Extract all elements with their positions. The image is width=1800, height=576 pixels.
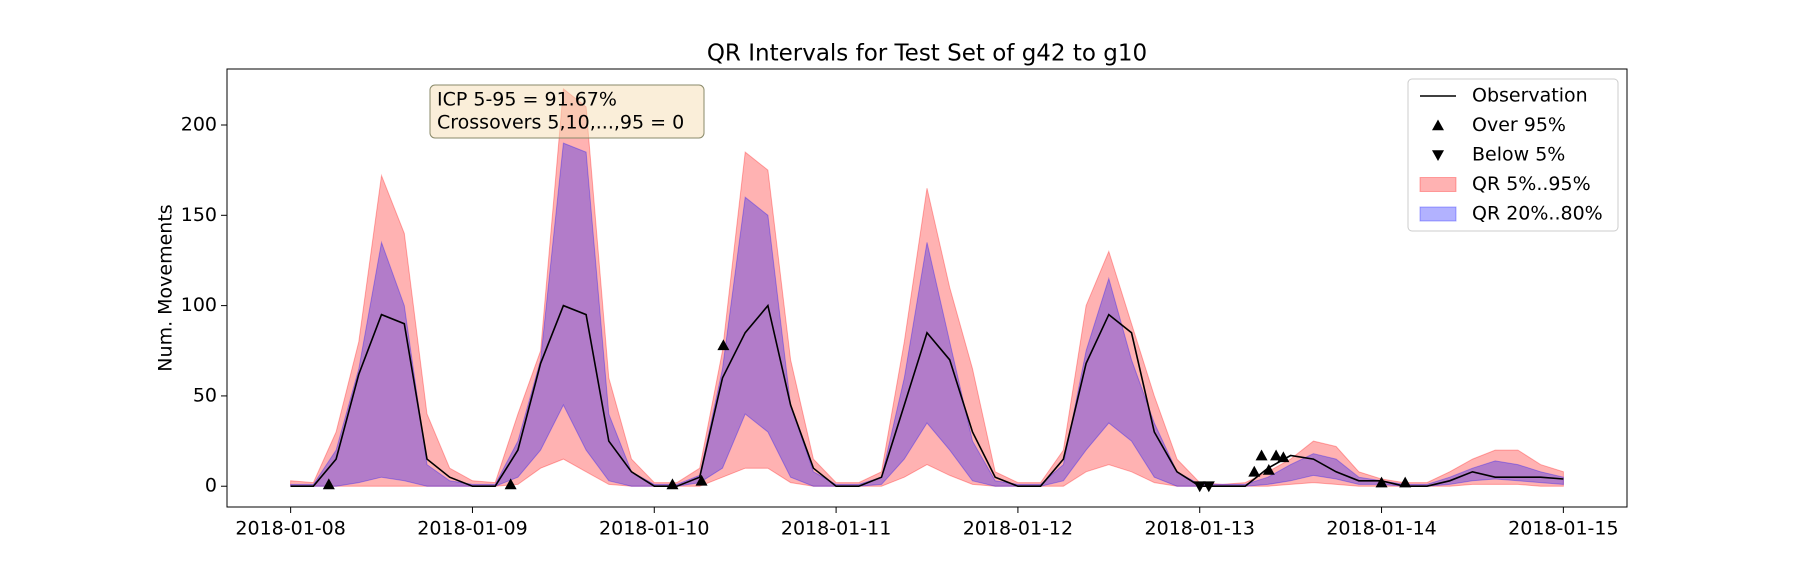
x-tick-label: 2018-01-10 [599, 518, 709, 540]
y-tick-label: 100 [181, 294, 217, 316]
marker [717, 339, 730, 351]
x-tick-label: 2018-01-14 [1326, 518, 1436, 540]
marker [1262, 463, 1275, 475]
y-tick-label: 200 [181, 113, 217, 135]
legend-label: Below 5% [1472, 144, 1565, 166]
marker [1399, 476, 1412, 488]
legend-box [1407, 78, 1619, 232]
legend-swatch [1419, 177, 1457, 192]
plot-frame [226, 68, 1628, 508]
x-tick-label: 2018-01-08 [235, 518, 345, 540]
marker [1202, 481, 1215, 493]
chart-title: QR Intervals for Test Set of g42 to g10 [707, 41, 1147, 67]
legend-label: QR 5%..95% [1472, 173, 1591, 195]
legend-marker [1432, 150, 1444, 161]
x-tick-label: 2018-01-12 [963, 518, 1073, 540]
y-tick-label: 0 [205, 475, 217, 497]
marker [1375, 476, 1388, 488]
marker [1193, 481, 1206, 493]
y-tick-label: 150 [181, 204, 217, 226]
band-area [290, 87, 1564, 487]
x-tick-label: 2018-01-09 [417, 518, 527, 540]
legend-marker [1432, 119, 1444, 131]
annotation-text: ICP 5-95 = 91.67% [437, 89, 617, 111]
legend-label: Observation [1472, 85, 1588, 107]
y-axis-label: Num. Movements [155, 204, 177, 371]
marker [504, 478, 517, 490]
legend-label: Over 95% [1472, 114, 1566, 136]
marker [666, 478, 679, 490]
marker [695, 474, 708, 486]
x-tick-label: 2018-01-15 [1508, 518, 1618, 540]
marker [1248, 465, 1261, 477]
marker [1277, 451, 1290, 463]
marker [322, 478, 335, 490]
legend-swatch [1419, 206, 1457, 222]
annotation-text: Crossovers 5,10,...,95 = 0 [437, 112, 684, 134]
legend-label: QR 20%..80% [1472, 203, 1603, 225]
x-tick-label: 2018-01-11 [781, 518, 891, 540]
x-tick-label: 2018-01-13 [1145, 518, 1255, 540]
y-tick-label: 50 [193, 384, 217, 406]
annotation-box [429, 84, 705, 139]
marker [1255, 449, 1268, 461]
observation-line [290, 303, 1564, 487]
marker [1270, 449, 1283, 461]
